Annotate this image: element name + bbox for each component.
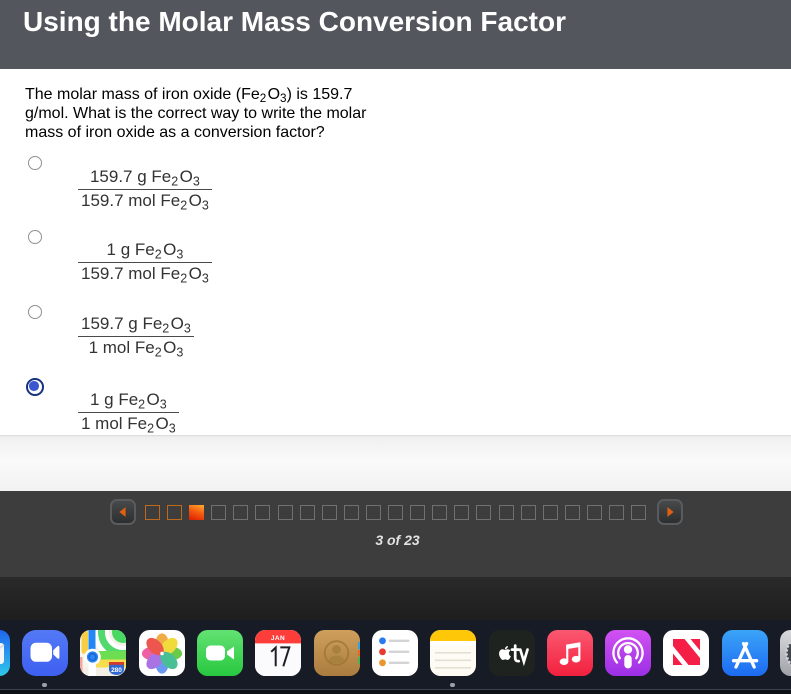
svg-text:JAN: JAN (271, 635, 285, 642)
svg-text:280: 280 (111, 667, 122, 674)
